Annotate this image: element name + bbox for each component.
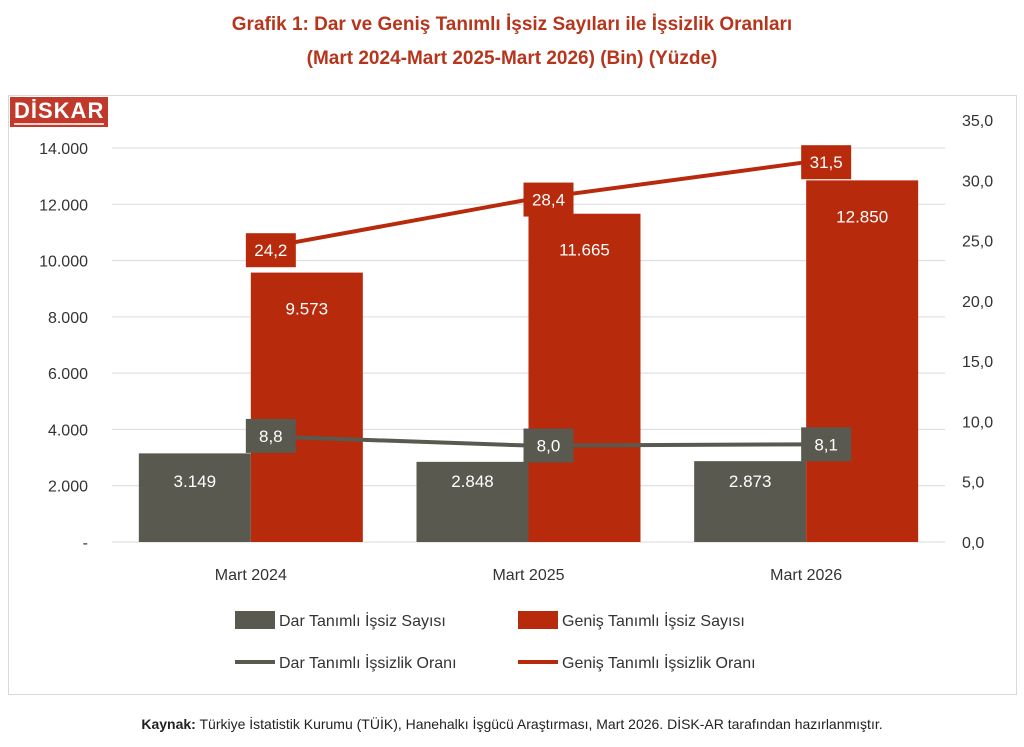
- chart-title: Grafik 1: Dar ve Geniş Tanımlı İşsiz Say…: [231, 14, 793, 35]
- line-data-label: 24,2: [254, 241, 287, 260]
- bar-data-label: 2.848: [451, 472, 494, 491]
- legend-label: Dar Tanımlı İşsiz Sayısı: [279, 611, 446, 630]
- y-left-tick-label: 2.000: [48, 479, 88, 496]
- x-tick-label: Mart 2026: [770, 567, 842, 584]
- line-data-label: 8,8: [259, 427, 283, 446]
- y-left-tick-label: 10.000: [39, 254, 88, 271]
- legend-swatch: [518, 611, 558, 629]
- y-left-tick-label: -: [83, 535, 88, 552]
- bar-dar: [138, 453, 251, 542]
- y-left-tick-label: 14.000: [39, 141, 88, 158]
- y-right-tick-label: 15,0: [962, 354, 993, 371]
- source-label: Kaynak:: [141, 716, 196, 732]
- bar-data-label: 11.665: [559, 241, 610, 260]
- x-tick-label: Mart 2025: [492, 567, 564, 584]
- y-right-tick-label: 25,0: [962, 234, 993, 251]
- line-label-box: [801, 145, 852, 180]
- y-left-tick-label: 4.000: [48, 422, 88, 439]
- bar-data-label: 3.149: [174, 472, 217, 491]
- y-right-tick-label: 30,0: [962, 173, 993, 190]
- bar-data-label: 2.873: [729, 472, 772, 491]
- line-data-label: 8,1: [814, 435, 838, 454]
- bar-data-label: 12.850: [836, 207, 888, 226]
- line-data-label: 28,4: [532, 191, 565, 210]
- y-right-tick-label: 5,0: [962, 475, 984, 492]
- line-data-label: 8,0: [537, 437, 561, 456]
- bar-genis: [806, 180, 919, 542]
- bar-dar: [416, 461, 529, 542]
- chart-subtitle: (Mart 2024-Mart 2025-Mart 2026) (Bin) (Y…: [306, 48, 718, 69]
- bar-dar: [694, 461, 807, 542]
- bar-genis: [250, 272, 363, 542]
- line-label-box: [523, 182, 574, 217]
- legend-label: Dar Tanımlı İşsizlik Oranı: [279, 653, 457, 672]
- bar-data-label: 9.573: [286, 300, 329, 319]
- source-text: Türkiye İstatistik Kurumu (TÜİK), Haneha…: [199, 716, 883, 732]
- y-left-tick-label: 12.000: [39, 197, 88, 214]
- y-right-tick-label: 35,0: [962, 113, 993, 130]
- y-left-tick-label: 8.000: [48, 310, 88, 327]
- y-right-tick-label: 0,0: [962, 535, 984, 552]
- line-label-box: [523, 428, 574, 463]
- y-right-tick-label: 10,0: [962, 414, 993, 431]
- line-data-label: 31,5: [810, 153, 843, 172]
- bar-genis: [528, 213, 641, 543]
- legend-label: Geniş Tanımlı İşsiz Sayısı: [562, 611, 745, 630]
- y-right-tick-label: 20,0: [962, 294, 993, 311]
- chart-frame: [8, 95, 1017, 695]
- diskar-logo: DİSKAR: [10, 97, 108, 127]
- line-label-box: [245, 233, 296, 268]
- line-label-box: [245, 418, 296, 453]
- source-note: Kaynak: Türkiye İstatistik Kurumu (TÜİK)…: [0, 716, 1024, 732]
- y-left-tick-label: 6.000: [48, 366, 88, 383]
- line-label-box: [801, 427, 852, 462]
- legend-swatch: [235, 611, 275, 629]
- legend-label: Geniş Tanımlı İşsizlik Oranı: [562, 653, 756, 672]
- x-tick-label: Mart 2024: [215, 567, 287, 584]
